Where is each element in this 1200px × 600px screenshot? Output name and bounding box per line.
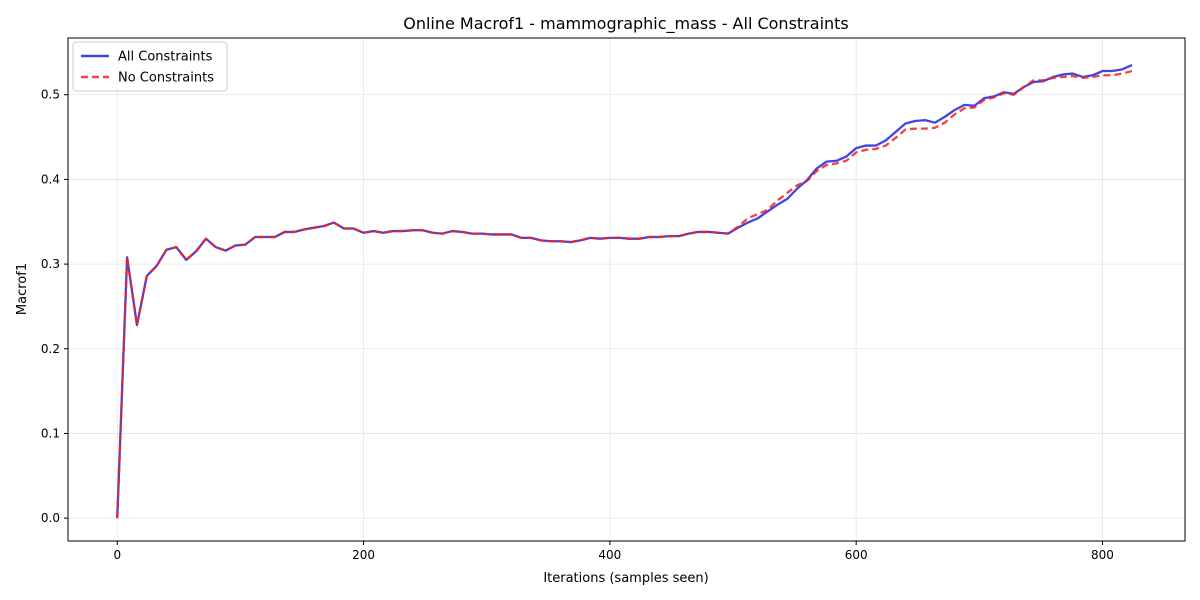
y-tick-label: 0.1 <box>41 426 60 440</box>
x-tick-label: 800 <box>1091 548 1114 562</box>
y-tick-label: 0.4 <box>41 172 60 186</box>
x-tick-label: 600 <box>845 548 868 562</box>
axis-ticks: 0 200 400 600 800 0.0 0.1 0.2 0.3 0.4 0.5 <box>41 88 1114 562</box>
y-tick-label: 0.0 <box>41 511 60 525</box>
plot-frame <box>67 37 1186 542</box>
y-axis-label: Macrof1 <box>15 263 30 315</box>
x-tick-label: 400 <box>598 548 621 562</box>
chart-title: Online Macrof1 - mammographic_mass - All… <box>403 14 849 34</box>
legend-label-no-constraints: No Constraints <box>118 71 214 86</box>
y-tick-label: 0.2 <box>41 342 60 356</box>
legend-box <box>72 41 228 92</box>
x-axis-label: Iterations (samples seen) <box>543 571 708 586</box>
series-no-constraints-line <box>116 69 1133 519</box>
y-tick-label: 0.3 <box>41 257 60 271</box>
x-tick-label: 0 <box>113 548 121 562</box>
plot-area <box>68 38 1185 541</box>
legend: All Constraints No Constraints <box>72 41 228 92</box>
legend-label-all-constraints: All Constraints <box>118 50 213 65</box>
y-tick-label: 0.5 <box>41 88 60 102</box>
series-layer <box>116 64 1133 519</box>
x-tick-label: 200 <box>352 548 375 562</box>
